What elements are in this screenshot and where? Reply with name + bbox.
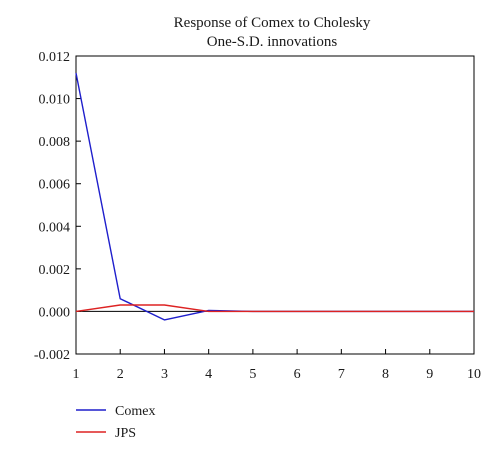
y-tick-label: 0.010 bbox=[39, 93, 71, 108]
x-tick-label: 10 bbox=[467, 367, 481, 382]
legend-label: Comex bbox=[115, 404, 155, 419]
x-tick-label: 9 bbox=[426, 367, 433, 382]
x-tick-label: 6 bbox=[294, 367, 301, 382]
series-layer bbox=[75, 72, 474, 321]
x-tick-label: 5 bbox=[249, 367, 256, 382]
x-tick-label: 3 bbox=[161, 367, 168, 382]
x-tick-label: 2 bbox=[117, 367, 124, 382]
x-tick-label: 4 bbox=[205, 367, 212, 382]
x-axis: 1 2 3 4 5 6 7 8 9 10 bbox=[73, 349, 481, 382]
chart-title: Response of Comex to Cholesky bbox=[174, 15, 371, 31]
legend: Comex JPS bbox=[76, 404, 155, 441]
y-tick-label: 0.012 bbox=[39, 50, 71, 65]
x-tick-label: 8 bbox=[382, 367, 389, 382]
x-tick-label: 7 bbox=[338, 367, 345, 382]
y-tick-label: 0.008 bbox=[39, 135, 71, 150]
y-tick-label: 0.006 bbox=[39, 178, 71, 193]
y-tick-label: 0.000 bbox=[39, 305, 71, 320]
x-tick-label: 1 bbox=[73, 367, 80, 382]
y-tick-label: -0.002 bbox=[34, 348, 70, 363]
series-line-jps bbox=[75, 304, 474, 313]
y-tick-label: 0.002 bbox=[39, 263, 71, 278]
chart-subtitle: One-S.D. innovations bbox=[207, 34, 338, 50]
plot-frame bbox=[75, 55, 475, 355]
y-axis: 0.012 0.010 0.008 0.006 0.004 0.002 0.000 -0.00… bbox=[34, 50, 81, 363]
series-line-comex bbox=[75, 72, 474, 321]
legend-label: JPS bbox=[115, 426, 136, 441]
y-tick-label: 0.004 bbox=[39, 220, 71, 235]
